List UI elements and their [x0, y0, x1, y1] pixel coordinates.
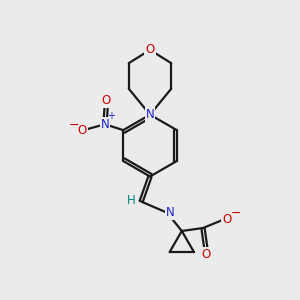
Text: −: −	[231, 207, 242, 220]
Text: N: N	[146, 108, 154, 121]
Text: O: O	[222, 213, 231, 226]
Text: O: O	[146, 44, 154, 56]
Text: H: H	[127, 194, 135, 207]
Text: N: N	[166, 206, 174, 219]
Text: N: N	[100, 118, 109, 131]
Text: O: O	[102, 94, 111, 106]
Text: O: O	[201, 248, 211, 261]
Text: +: +	[107, 111, 116, 121]
Text: O: O	[78, 124, 87, 136]
Text: −: −	[69, 119, 80, 132]
